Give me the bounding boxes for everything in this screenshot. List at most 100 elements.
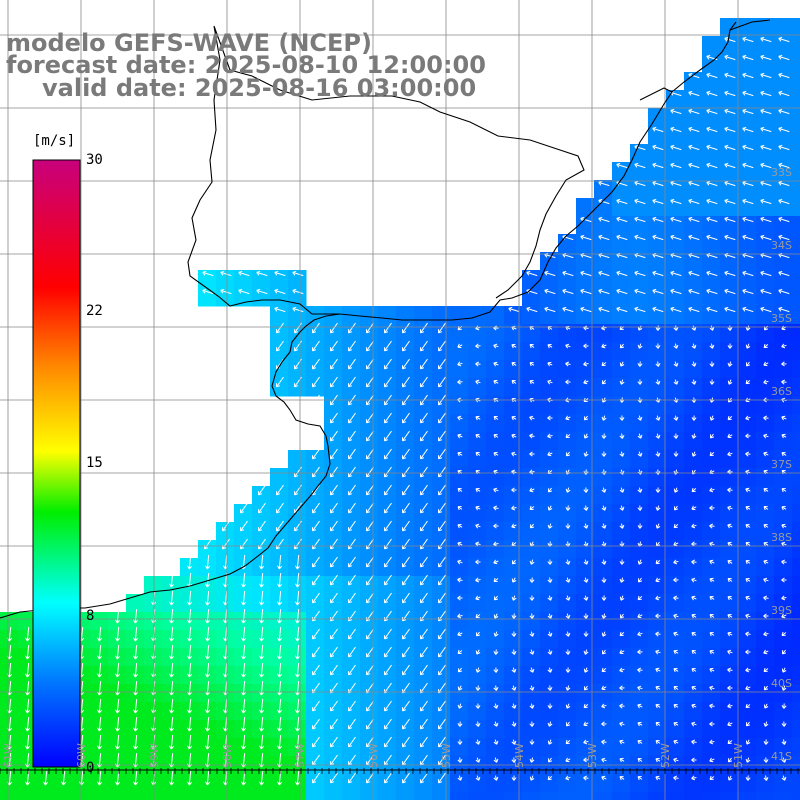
wind-speed-cell	[324, 720, 343, 739]
wind-speed-cell	[378, 702, 397, 721]
wind-arrow	[619, 559, 625, 565]
wind-arrow	[169, 572, 175, 588]
wind-arrow	[691, 325, 697, 331]
wind-speed-cell	[306, 342, 325, 361]
wind-speed-cell	[774, 144, 793, 163]
wind-speed-cell	[558, 486, 577, 505]
wind-speed-cell	[522, 738, 541, 757]
wind-arrow	[601, 613, 607, 619]
wind-speed-cell	[468, 792, 487, 800]
wind-arrow	[438, 376, 446, 388]
wind-arrow	[691, 703, 697, 709]
wind-arrow	[763, 524, 769, 529]
wind-speed-cell	[432, 468, 451, 487]
wind-arrow	[475, 685, 481, 691]
wind-arrow	[529, 739, 535, 745]
wind-arrow	[256, 306, 268, 313]
wind-arrow	[330, 502, 338, 514]
wind-speed-cell	[594, 522, 613, 541]
wind-arrow	[366, 340, 374, 352]
wind-arrow	[277, 608, 283, 624]
wind-speed-cell	[792, 36, 800, 55]
wind-arrow	[529, 667, 535, 673]
wind-arrow	[475, 488, 481, 493]
wind-speed-cell	[396, 324, 415, 343]
wind-arrow	[673, 686, 679, 691]
wind-arrow	[655, 559, 661, 565]
wind-speed-cell	[648, 144, 667, 163]
wind-arrow	[781, 379, 787, 385]
wind-speed-cell	[378, 738, 397, 757]
wind-speed-cell	[90, 792, 109, 800]
wind-arrow	[724, 270, 736, 277]
wind-speed-cell	[270, 360, 289, 379]
wind-speed-cell	[594, 702, 613, 721]
wind-speed-cell	[504, 306, 523, 325]
wind-arrow	[691, 379, 697, 385]
wind-arrow	[475, 757, 481, 763]
wind-speed-cell	[792, 288, 800, 307]
wind-speed-cell	[504, 720, 523, 739]
wind-speed-cell	[414, 576, 433, 595]
wind-arrow	[691, 650, 697, 655]
wind-speed-cell	[666, 666, 685, 685]
wind-arrow	[583, 451, 589, 457]
wind-speed-cell	[504, 486, 523, 505]
wind-speed-cell	[720, 702, 739, 721]
wind-speed-cell	[450, 378, 469, 397]
wind-speed-cell	[702, 108, 721, 127]
wind-speed-cell	[558, 468, 577, 487]
wind-speed-cell	[612, 414, 631, 433]
wind-speed-cell	[702, 504, 721, 523]
wind-arrow	[187, 716, 193, 732]
wind-arrow	[475, 631, 481, 637]
latitude-label: 36S	[771, 385, 792, 398]
wind-arrow	[529, 362, 535, 367]
wind-arrow	[583, 757, 589, 763]
wind-speed-cell	[684, 558, 703, 577]
wind-speed-cell	[684, 342, 703, 361]
wind-arrow	[25, 662, 31, 678]
wind-speed-cell	[504, 738, 523, 757]
wind-arrow	[457, 703, 463, 709]
wind-arrow	[529, 505, 535, 510]
wind-speed-cell	[738, 522, 757, 541]
wind-arrow	[706, 144, 718, 151]
wind-arrow	[760, 270, 772, 277]
wind-arrow	[673, 415, 679, 421]
wind-arrow	[366, 646, 374, 658]
wind-arrow	[259, 608, 265, 624]
wind-arrow	[438, 448, 446, 460]
wind-speed-cell	[666, 396, 685, 415]
wind-speed-cell	[720, 288, 739, 307]
wind-speed-cell	[720, 486, 739, 505]
valid-date: valid date: 2025-08-16 03:00:00	[42, 74, 477, 102]
wind-speed-cell	[432, 792, 451, 800]
wind-arrow	[348, 646, 356, 658]
wind-arrow	[402, 412, 410, 424]
wind-arrow	[565, 433, 571, 438]
wind-arrow	[619, 343, 625, 349]
wind-arrow	[330, 628, 338, 640]
wind-speed-cell	[792, 90, 800, 109]
wind-speed-cell	[684, 252, 703, 271]
wind-speed-cell	[594, 792, 613, 800]
wind-arrow	[529, 451, 535, 457]
wind-speed-cell	[558, 594, 577, 613]
wind-speed-cell	[414, 396, 433, 415]
wind-arrow	[457, 775, 463, 781]
wind-arrow	[366, 412, 374, 424]
wind-arrow	[493, 416, 499, 421]
wind-speed-cell	[360, 612, 379, 631]
wind-arrow	[565, 703, 571, 709]
wind-arrow	[420, 628, 428, 640]
wind-speed-cell	[162, 792, 181, 800]
wind-speed-cell	[684, 396, 703, 415]
wind-speed-cell	[396, 414, 415, 433]
wind-arrow	[547, 361, 553, 367]
wind-arrow	[778, 234, 790, 241]
wind-speed-cell	[324, 630, 343, 649]
wind-arrow	[402, 448, 410, 460]
wind-arrow	[25, 716, 31, 732]
wind-speed-cell	[576, 648, 595, 667]
